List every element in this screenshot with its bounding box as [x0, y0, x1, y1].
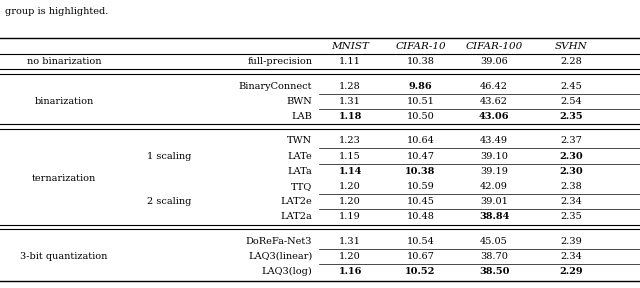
Text: 2.35: 2.35	[559, 112, 582, 121]
Text: 2.34: 2.34	[560, 252, 582, 261]
Text: 9.86: 9.86	[409, 82, 432, 90]
Text: 2.35: 2.35	[560, 213, 582, 221]
Text: 2 scaling: 2 scaling	[147, 197, 192, 206]
Text: 10.59: 10.59	[406, 182, 435, 191]
Text: LAT2a: LAT2a	[280, 213, 312, 221]
Text: 2.38: 2.38	[560, 182, 582, 191]
Text: 39.06: 39.06	[480, 57, 508, 66]
Text: 1.11: 1.11	[339, 57, 361, 66]
Text: 2.34: 2.34	[560, 197, 582, 206]
Text: 2.30: 2.30	[559, 167, 583, 176]
Text: 1.23: 1.23	[339, 136, 361, 145]
Text: 10.64: 10.64	[406, 136, 435, 145]
Text: 38.50: 38.50	[479, 267, 509, 276]
Text: LAB: LAB	[291, 112, 312, 121]
Text: CIFAR-10: CIFAR-10	[395, 42, 446, 51]
Text: LATa: LATa	[287, 167, 312, 176]
Text: 10.67: 10.67	[406, 252, 435, 261]
Text: group is highlighted.: group is highlighted.	[5, 7, 109, 16]
Text: 43.62: 43.62	[480, 97, 508, 106]
Text: no binarization: no binarization	[27, 57, 101, 66]
Text: 1.14: 1.14	[339, 167, 362, 176]
Text: 1.18: 1.18	[339, 112, 362, 121]
Text: BWN: BWN	[287, 97, 312, 106]
Text: 1.20: 1.20	[339, 252, 361, 261]
Text: 38.70: 38.70	[480, 252, 508, 261]
Text: 1.15: 1.15	[339, 151, 361, 161]
Text: 2.39: 2.39	[560, 237, 582, 246]
Text: DoReFa-Net3: DoReFa-Net3	[246, 237, 312, 246]
Text: LAT2e: LAT2e	[280, 197, 312, 206]
Text: 43.49: 43.49	[480, 136, 508, 145]
Text: SVHN: SVHN	[554, 42, 588, 51]
Text: 10.51: 10.51	[406, 97, 435, 106]
Text: LATe: LATe	[287, 151, 312, 161]
Text: 43.06: 43.06	[479, 112, 509, 121]
Text: 1.20: 1.20	[339, 182, 361, 191]
Text: ternarization: ternarization	[32, 175, 96, 183]
Text: 10.38: 10.38	[405, 167, 436, 176]
Text: 10.52: 10.52	[405, 267, 436, 276]
Text: 1.28: 1.28	[339, 82, 361, 90]
Text: 1.20: 1.20	[339, 197, 361, 206]
Text: 10.45: 10.45	[406, 197, 435, 206]
Text: binarization: binarization	[35, 97, 93, 106]
Text: 1.31: 1.31	[339, 97, 361, 106]
Text: 45.05: 45.05	[480, 237, 508, 246]
Text: CIFAR-100: CIFAR-100	[465, 42, 523, 51]
Text: 2.45: 2.45	[560, 82, 582, 90]
Text: 3-bit quantization: 3-bit quantization	[20, 252, 108, 261]
Text: 1.16: 1.16	[339, 267, 362, 276]
Text: LAQ3(linear): LAQ3(linear)	[248, 252, 312, 261]
Text: 39.10: 39.10	[480, 151, 508, 161]
Text: 46.42: 46.42	[480, 82, 508, 90]
Text: full-precision: full-precision	[247, 57, 312, 66]
Text: 1.31: 1.31	[339, 237, 361, 246]
Text: 2.54: 2.54	[560, 97, 582, 106]
Text: TTQ: TTQ	[291, 182, 312, 191]
Text: 39.01: 39.01	[480, 197, 508, 206]
Text: LAQ3(log): LAQ3(log)	[262, 267, 312, 276]
Text: 39.19: 39.19	[480, 167, 508, 176]
Text: 10.50: 10.50	[406, 112, 435, 121]
Text: 2.37: 2.37	[560, 136, 582, 145]
Text: 42.09: 42.09	[480, 182, 508, 191]
Text: MNIST: MNIST	[331, 42, 369, 51]
Text: 10.54: 10.54	[406, 237, 435, 246]
Text: BinaryConnect: BinaryConnect	[239, 82, 312, 90]
Text: 38.84: 38.84	[479, 213, 509, 221]
Text: 2.30: 2.30	[559, 151, 583, 161]
Text: 2.28: 2.28	[560, 57, 582, 66]
Text: 1.19: 1.19	[339, 213, 361, 221]
Text: 10.38: 10.38	[406, 57, 435, 66]
Text: 2.29: 2.29	[559, 267, 582, 276]
Text: TWN: TWN	[287, 136, 312, 145]
Text: 10.48: 10.48	[406, 213, 435, 221]
Text: 10.47: 10.47	[406, 151, 435, 161]
Text: 1 scaling: 1 scaling	[147, 151, 192, 161]
